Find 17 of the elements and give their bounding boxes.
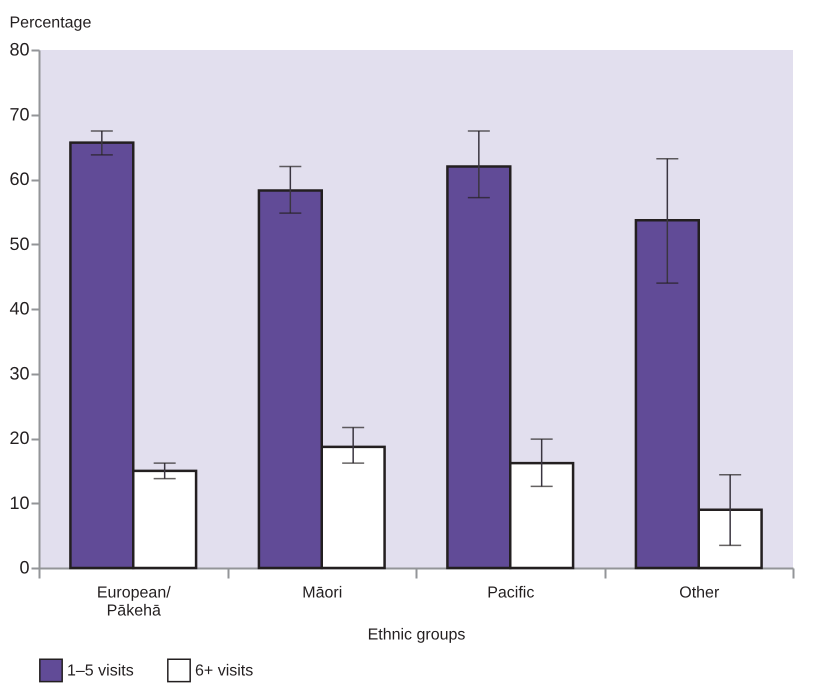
x-tick-label: European/ Pākehā (96, 584, 172, 620)
x-axis-title: Ethnic groups (368, 626, 466, 644)
y-tick-label: 10 (9, 492, 30, 513)
y-tick-label: 0 (19, 558, 30, 578)
x-tick-label: Māori (302, 584, 342, 602)
y-tick-label: 70 (9, 104, 30, 124)
legend-label: 1–5 visits (67, 662, 134, 680)
y-tick-label: 20 (9, 428, 30, 448)
y-tick-label: 40 (9, 298, 30, 318)
y-tick-label: 80 (9, 40, 30, 60)
legend-label: 6+ visits (195, 662, 254, 680)
x-tick-label: Other (679, 584, 720, 602)
y-tick-label: 50 (9, 234, 30, 254)
y-axis-title: Percentage (10, 14, 92, 32)
y-tick-label: 60 (9, 169, 30, 189)
x-tick-label: Pacific (487, 584, 534, 602)
y-tick-label: 30 (9, 363, 30, 384)
